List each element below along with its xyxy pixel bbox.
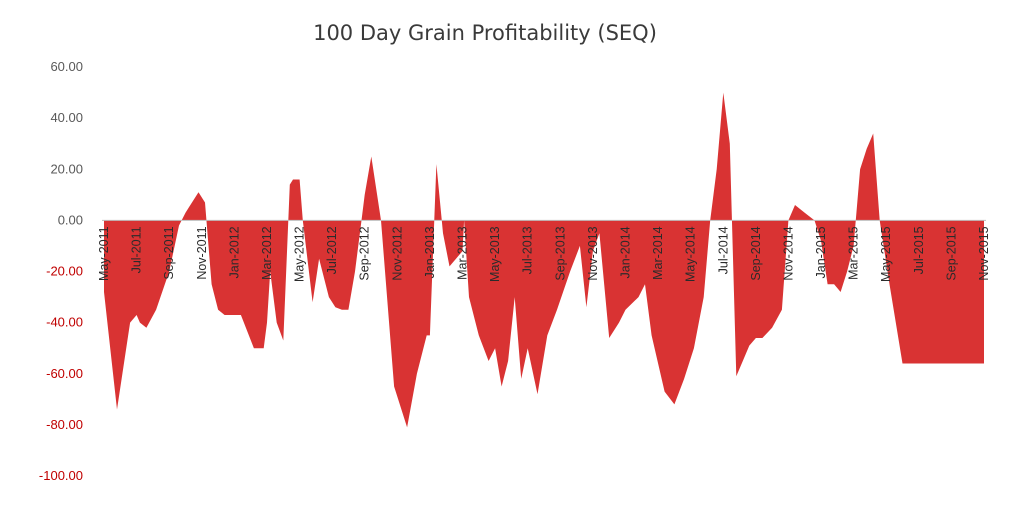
x-tick-label: May-2013 bbox=[488, 226, 502, 282]
y-tick-label: -100.00 bbox=[39, 468, 83, 483]
x-tick-label: Jul-2013 bbox=[521, 226, 535, 274]
x-tick-label: May-2015 bbox=[879, 226, 893, 282]
y-tick-label: -20.00 bbox=[46, 264, 83, 279]
x-tick-label: May-2011 bbox=[97, 226, 111, 281]
x-tick-label: Nov-2011 bbox=[195, 226, 209, 279]
y-tick-label: 0.00 bbox=[58, 212, 83, 227]
x-tick-label: Sep-2011 bbox=[162, 226, 176, 279]
x-tick-label: Sep-2014 bbox=[749, 226, 763, 280]
chart-title: 100 Day Grain Profitability (SEQ) bbox=[313, 21, 657, 45]
x-tick-label: Nov-2012 bbox=[390, 226, 404, 280]
x-tick-label: May-2014 bbox=[684, 226, 698, 282]
x-tick-label: Jul-2011 bbox=[130, 226, 144, 273]
y-tick-label: 40.00 bbox=[50, 110, 83, 125]
x-tick-label: Jul-2014 bbox=[716, 226, 730, 274]
x-tick-label: Nov-2015 bbox=[977, 226, 991, 280]
y-tick-label: -60.00 bbox=[46, 366, 83, 381]
x-tick-label: Sep-2012 bbox=[358, 226, 372, 280]
x-tick-label: Nov-2014 bbox=[781, 226, 795, 280]
x-tick-label: May-2012 bbox=[293, 226, 307, 282]
x-tick-label: Jan-2013 bbox=[423, 226, 437, 278]
x-tick-label: Sep-2013 bbox=[553, 226, 567, 280]
x-axis: May-2011 Jul-2011 Sep-2011 Nov-2011 Jan-2012… bbox=[97, 226, 991, 282]
area-fill bbox=[104, 92, 984, 428]
x-tick-label: Jul-2012 bbox=[325, 226, 339, 274]
y-tick-label: 20.00 bbox=[50, 161, 83, 176]
x-tick-label: Sep-2015 bbox=[944, 226, 958, 280]
x-tick-label: Jan-2015 bbox=[814, 226, 828, 278]
x-tick-label: Mar-2015 bbox=[847, 226, 861, 280]
y-tick-label: -80.00 bbox=[46, 417, 83, 432]
x-tick-label: Mar-2012 bbox=[260, 226, 274, 280]
x-tick-label: Mar-2014 bbox=[651, 226, 665, 280]
x-tick-label: Jan-2012 bbox=[227, 226, 241, 278]
x-tick-label: Mar-2013 bbox=[456, 226, 470, 280]
y-tick-label: 60.00 bbox=[50, 59, 83, 74]
x-tick-label: Nov-2013 bbox=[586, 226, 600, 280]
x-tick-label: Jan-2014 bbox=[618, 226, 632, 278]
x-tick-label: Jul-2015 bbox=[912, 226, 926, 274]
y-axis: 60.00 40.00 20.00 0.00 -20.00 -40.00 -60.00 -80… bbox=[39, 59, 83, 483]
area-series bbox=[104, 92, 984, 428]
y-tick-label: -40.00 bbox=[46, 315, 83, 330]
